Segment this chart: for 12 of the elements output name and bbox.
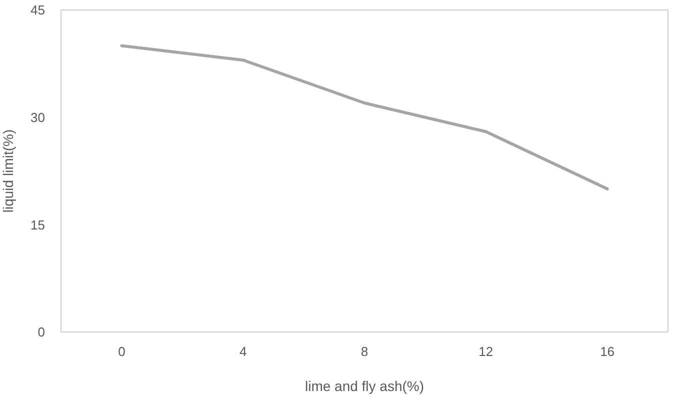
x-axis-title: lime and fly ash(%) bbox=[304, 378, 424, 394]
y-axis-title: liquid limit(%) bbox=[0, 129, 16, 213]
line-series bbox=[120, 44, 609, 190]
x-tick-label: 4 bbox=[239, 344, 247, 360]
y-tick-label: 0 bbox=[38, 324, 45, 340]
x-tick-label: 16 bbox=[600, 344, 615, 360]
x-tick-label: 8 bbox=[360, 344, 368, 360]
y-tick-label: 15 bbox=[30, 217, 45, 232]
y-tick-label: 30 bbox=[30, 110, 45, 125]
y-tick-label: 45 bbox=[30, 2, 45, 18]
x-tick-label: 12 bbox=[478, 344, 494, 360]
x-tick-label: 0 bbox=[118, 344, 126, 360]
